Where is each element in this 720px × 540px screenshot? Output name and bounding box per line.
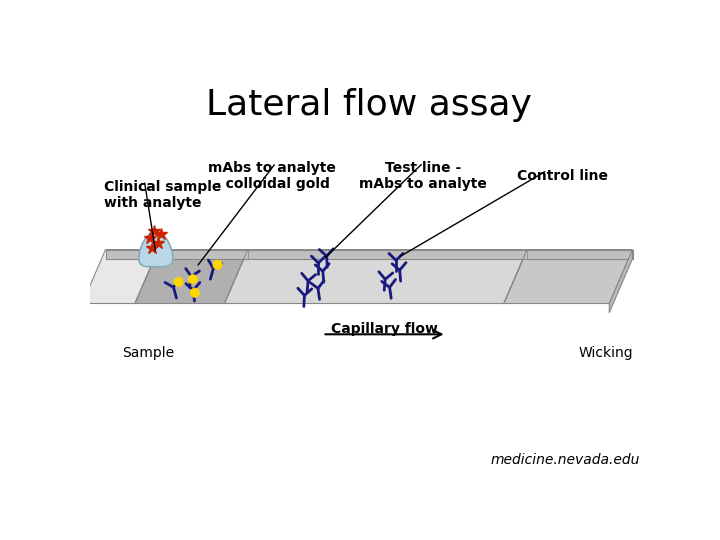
Text: Lateral flow assay: Lateral flow assay — [206, 88, 532, 122]
Polygon shape — [609, 249, 632, 313]
Text: Capillary flow: Capillary flow — [331, 322, 438, 336]
Text: Wicking: Wicking — [578, 346, 633, 360]
Text: Test line -
mAbs to analyte: Test line - mAbs to analyte — [359, 161, 487, 191]
Polygon shape — [82, 249, 158, 303]
Text: mAbs to analyte
- colloidal gold: mAbs to analyte - colloidal gold — [208, 161, 336, 191]
Polygon shape — [106, 249, 632, 259]
Text: Sample: Sample — [122, 346, 174, 360]
Polygon shape — [504, 249, 632, 303]
Text: Clinical sample
with analyte: Clinical sample with analyte — [104, 180, 221, 211]
Circle shape — [174, 278, 183, 287]
Circle shape — [190, 288, 199, 298]
Polygon shape — [135, 249, 248, 303]
Text: Control line: Control line — [517, 168, 608, 183]
Circle shape — [213, 260, 222, 269]
Text: medicine.nevada.edu: medicine.nevada.edu — [491, 453, 640, 467]
Polygon shape — [225, 249, 527, 303]
Circle shape — [188, 275, 197, 284]
Polygon shape — [139, 232, 173, 267]
